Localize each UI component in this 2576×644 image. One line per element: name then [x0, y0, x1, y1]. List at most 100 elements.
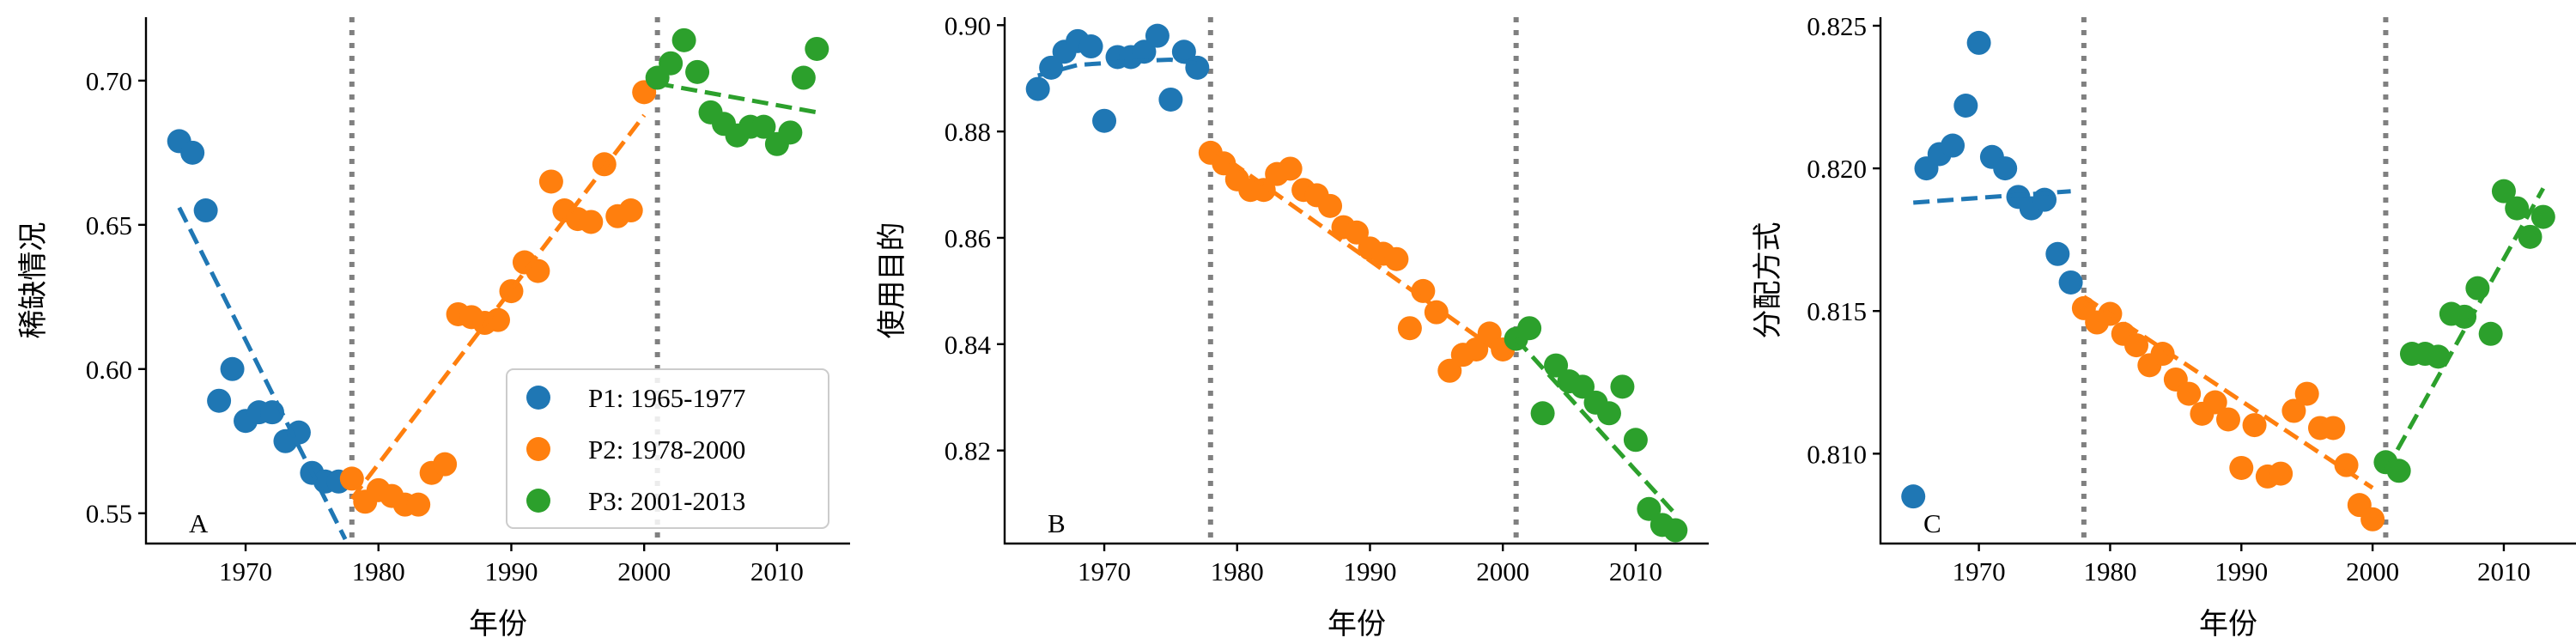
y-tick-label: 0.88	[945, 117, 991, 147]
y-tick-label: 0.815	[1807, 296, 1867, 326]
panel-label: B	[1048, 508, 1066, 538]
y-tick-label: 0.60	[86, 355, 132, 385]
legend-marker	[526, 437, 550, 461]
data-point	[1623, 428, 1648, 453]
trend-line	[177, 206, 348, 541]
data-point	[1966, 30, 1991, 55]
data-point	[2045, 241, 2070, 266]
data-point	[2505, 196, 2530, 221]
y-tick-label: 0.810	[1807, 439, 1867, 469]
x-tick-label: 2000	[2346, 556, 2399, 586]
data-point	[2150, 342, 2175, 367]
trend-line	[1037, 57, 1198, 78]
data-point	[1278, 156, 1303, 181]
data-point	[2281, 398, 2306, 423]
y-tick-label: 0.825	[1807, 11, 1867, 41]
x-tick-label: 1970	[1078, 556, 1131, 586]
data-point	[2216, 407, 2240, 432]
trend-line	[2082, 295, 2374, 490]
x-tick-label: 1990	[2215, 556, 2268, 586]
data-point	[1397, 316, 1422, 341]
y-tick-label: 0.86	[945, 223, 991, 253]
data-point	[2321, 416, 2346, 440]
data-point	[685, 59, 710, 84]
data-point	[433, 452, 458, 477]
x-tick-label: 1980	[1211, 556, 1264, 586]
panel-label: A	[189, 508, 209, 538]
x-tick-label: 2010	[750, 556, 804, 586]
data-point	[207, 388, 232, 413]
x-axis-title: 年份	[2199, 607, 2257, 641]
data-point	[2229, 455, 2254, 480]
data-point	[1078, 34, 1103, 59]
x-tick-label: 2000	[1476, 556, 1529, 586]
data-point	[1411, 278, 1436, 303]
y-tick-label: 0.84	[945, 330, 992, 360]
data-point	[1212, 151, 1236, 176]
data-point	[1158, 87, 1183, 112]
axis-spines	[1879, 17, 2576, 545]
y-tick-label: 0.820	[1807, 154, 1867, 184]
data-point	[1993, 156, 2018, 181]
data-point	[2491, 179, 2516, 204]
data-point	[1464, 337, 1489, 361]
data-point	[671, 27, 696, 52]
legend: P1: 1965-1977 P2: 1978-2000 P3: 2001-2013	[506, 368, 829, 529]
data-point	[406, 492, 431, 517]
data-point	[2478, 321, 2503, 346]
data-point	[1610, 374, 1635, 399]
panel-B: 1970 1980 1990 2000 2010 0.82 0.84 0.86 0.88 0.90…	[875, 10, 1709, 641]
data-point	[2386, 459, 2411, 483]
legend-marker	[526, 386, 550, 410]
data-point	[1185, 55, 1210, 80]
data-point	[805, 36, 829, 61]
y-axis-title: 分配方式	[1751, 222, 1785, 339]
panel-A: 1970 1980 1990 2000 2010 0.55 0.60 0.65 0.70 年份 稀缺…	[16, 17, 850, 641]
data-point	[1517, 316, 1542, 341]
data-point	[180, 140, 205, 165]
x-axis-title: 年份	[1327, 607, 1386, 641]
data-point	[1663, 518, 1688, 543]
axis-spines	[1003, 17, 1709, 545]
data-point	[193, 198, 218, 223]
data-point	[2202, 390, 2227, 415]
data-point	[2177, 381, 2202, 406]
data-point	[778, 120, 803, 145]
data-point	[1171, 39, 1196, 64]
trend-line	[657, 81, 817, 115]
y-tick-label: 0.90	[945, 10, 991, 40]
y-tick-label: 0.70	[86, 66, 132, 96]
data-point	[579, 210, 604, 234]
legend-entry: P3: 2001-2013	[588, 486, 745, 516]
data-point	[1345, 220, 1369, 245]
data-point	[1941, 133, 1965, 158]
data-point	[2360, 507, 2385, 532]
data-point	[1384, 246, 1409, 271]
data-point	[791, 65, 816, 90]
data-point	[2242, 413, 2267, 438]
legend-entry: P2: 1978-2000	[588, 434, 745, 465]
trend-line	[1514, 337, 1678, 516]
panel-C: 1970 1980 1990 2000 2010 0.810 0.815 0.820 0.825…	[1751, 11, 2576, 641]
legend-entry: P1: 1965-1977	[588, 383, 745, 413]
trend-line	[349, 113, 647, 501]
data-point	[1437, 358, 1462, 383]
data-point	[1571, 374, 1595, 399]
axis-spines	[144, 17, 850, 545]
data-point	[2269, 461, 2293, 486]
x-axis-title: 年份	[469, 607, 527, 641]
data-point	[2530, 204, 2555, 229]
x-tick-label: 1980	[2083, 556, 2136, 586]
x-tick-label: 1990	[1343, 556, 1396, 586]
data-point	[1025, 76, 1050, 101]
legend-marker	[526, 489, 550, 513]
y-axis-title: 稀缺情况	[16, 222, 51, 339]
data-point	[1145, 23, 1170, 48]
x-tick-label: 1980	[352, 556, 405, 586]
x-tick-label: 2010	[1609, 556, 1662, 586]
y-tick-label: 0.55	[86, 499, 132, 529]
data-point	[339, 466, 364, 491]
data-point	[2294, 381, 2319, 406]
x-tick-label: 1970	[1953, 556, 2006, 586]
trend-line	[1209, 145, 1504, 357]
